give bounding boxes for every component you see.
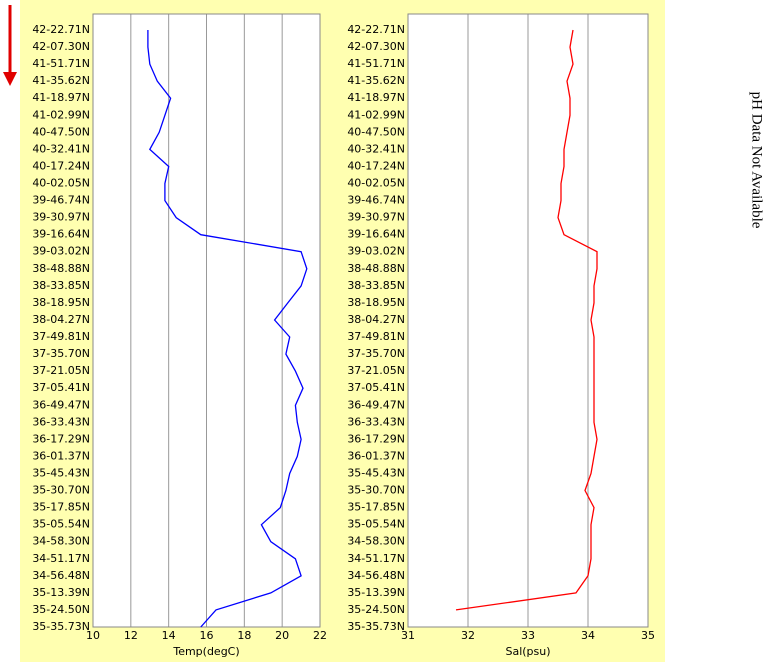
y-tick-label: 34-51.17N bbox=[32, 552, 90, 565]
x-tick-label: 20 bbox=[275, 629, 289, 642]
y-tick-label: 42-07.30N bbox=[347, 40, 405, 53]
y-tick-label: 37-35.70N bbox=[32, 347, 90, 360]
y-tick-label: 42-22.71N bbox=[32, 23, 90, 36]
x-tick-label: 35 bbox=[641, 629, 655, 642]
y-tick-label: 38-33.85N bbox=[347, 279, 405, 292]
y-tick-label: 39-03.02N bbox=[32, 245, 90, 258]
x-tick-label: 22 bbox=[313, 629, 327, 642]
y-tick-label: 40-32.41N bbox=[32, 142, 90, 155]
y-tick-label: 35-30.70N bbox=[32, 484, 90, 497]
data-line bbox=[455, 29, 598, 611]
y-tick-label: 37-35.70N bbox=[347, 347, 405, 360]
side-text: pH Data Not Available bbox=[749, 92, 765, 229]
y-tick-label: 34-56.48N bbox=[347, 569, 405, 582]
y-tick-label: 36-17.29N bbox=[32, 432, 90, 445]
data-line bbox=[147, 30, 308, 628]
y-tick-label: 40-47.50N bbox=[32, 125, 90, 138]
y-tick-label: 36-17.29N bbox=[347, 432, 405, 445]
y-tick-label: 38-48.88N bbox=[32, 262, 90, 275]
y-tick-label: 40-17.24N bbox=[32, 159, 90, 172]
y-tick-label: 39-16.64N bbox=[347, 228, 405, 241]
y-tick-label: 41-51.71N bbox=[347, 57, 405, 70]
plot-border bbox=[92, 13, 321, 628]
x-tick-label: 33 bbox=[521, 629, 535, 642]
y-tick-label: 35-45.43N bbox=[32, 466, 90, 479]
y-tick-label: 35-05.54N bbox=[347, 518, 405, 531]
y-tick-label: 37-21.05N bbox=[32, 364, 90, 377]
y-tick-label: 36-01.37N bbox=[347, 449, 405, 462]
y-tick-label: 40-02.05N bbox=[32, 177, 90, 190]
y-tick-label: 36-33.43N bbox=[347, 415, 405, 428]
y-tick-label: 35-24.50N bbox=[347, 603, 405, 616]
x-tick-label: 14 bbox=[162, 629, 176, 642]
y-tick-label: 38-04.27N bbox=[32, 313, 90, 326]
x-axis-label: Sal(psu) bbox=[505, 645, 550, 658]
y-tick-label: 34-58.30N bbox=[32, 535, 90, 548]
y-tick-label: 40-32.41N bbox=[347, 142, 405, 155]
y-tick-label: 35-35.73N bbox=[347, 620, 405, 633]
y-tick-label: 39-03.02N bbox=[347, 245, 405, 258]
y-tick-label: 37-05.41N bbox=[32, 381, 90, 394]
y-tick-label: 37-49.81N bbox=[32, 330, 90, 343]
x-tick-label: 34 bbox=[581, 629, 595, 642]
y-tick-label: 39-30.97N bbox=[32, 211, 90, 224]
y-tick-label: 41-02.99N bbox=[347, 108, 405, 121]
y-tick-label: 41-35.62N bbox=[32, 74, 90, 87]
y-tick-label: 39-30.97N bbox=[347, 211, 405, 224]
y-tick-label: 41-18.97N bbox=[347, 91, 405, 104]
x-tick-label: 16 bbox=[200, 629, 214, 642]
y-tick-label: 34-56.48N bbox=[32, 569, 90, 582]
x-tick-label: 18 bbox=[237, 629, 251, 642]
y-tick-label: 34-58.30N bbox=[347, 535, 405, 548]
y-tick-label: 37-05.41N bbox=[347, 381, 405, 394]
y-tick-label: 38-04.27N bbox=[347, 313, 405, 326]
arrow-head bbox=[3, 72, 17, 86]
y-tick-label: 38-18.95N bbox=[32, 296, 90, 309]
y-tick-label: 35-45.43N bbox=[347, 466, 405, 479]
y-tick-label: 36-33.43N bbox=[32, 415, 90, 428]
x-tick-label: 32 bbox=[461, 629, 475, 642]
y-tick-label: 35-30.70N bbox=[347, 484, 405, 497]
y-tick-label: 42-07.30N bbox=[32, 40, 90, 53]
y-tick-label: 35-17.85N bbox=[32, 501, 90, 514]
x-tick-label: 31 bbox=[401, 629, 415, 642]
y-tick-label: 35-13.39N bbox=[347, 586, 405, 599]
y-tick-label: 42-22.71N bbox=[347, 23, 405, 36]
y-tick-label: 38-33.85N bbox=[32, 279, 90, 292]
y-tick-label: 35-13.39N bbox=[32, 586, 90, 599]
y-tick-label: 37-21.05N bbox=[347, 364, 405, 377]
plot-border bbox=[407, 13, 649, 628]
y-tick-label: 38-18.95N bbox=[347, 296, 405, 309]
y-tick-label: 40-17.24N bbox=[347, 159, 405, 172]
y-tick-label: 37-49.81N bbox=[347, 330, 405, 343]
x-tick-label: 12 bbox=[124, 629, 138, 642]
y-tick-label: 38-48.88N bbox=[347, 262, 405, 275]
y-tick-label: 35-24.50N bbox=[32, 603, 90, 616]
y-tick-label: 39-46.74N bbox=[32, 194, 90, 207]
y-tick-label: 36-49.47N bbox=[347, 398, 405, 411]
y-tick-label: 40-47.50N bbox=[347, 125, 405, 138]
y-tick-label: 40-02.05N bbox=[347, 177, 405, 190]
y-tick-label: 34-51.17N bbox=[347, 552, 405, 565]
x-axis-label: Temp(degC) bbox=[172, 645, 239, 658]
y-tick-label: 35-35.73N bbox=[32, 620, 90, 633]
y-tick-label: 41-02.99N bbox=[32, 108, 90, 121]
y-tick-label: 41-51.71N bbox=[32, 57, 90, 70]
y-tick-label: 41-18.97N bbox=[32, 91, 90, 104]
x-tick-label: 10 bbox=[86, 629, 100, 642]
y-tick-label: 36-49.47N bbox=[32, 398, 90, 411]
y-tick-label: 41-35.62N bbox=[347, 74, 405, 87]
y-tick-label: 39-46.74N bbox=[347, 194, 405, 207]
y-tick-label: 35-17.85N bbox=[347, 501, 405, 514]
y-tick-label: 35-05.54N bbox=[32, 518, 90, 531]
y-tick-label: 36-01.37N bbox=[32, 449, 90, 462]
y-tick-label: 39-16.64N bbox=[32, 228, 90, 241]
